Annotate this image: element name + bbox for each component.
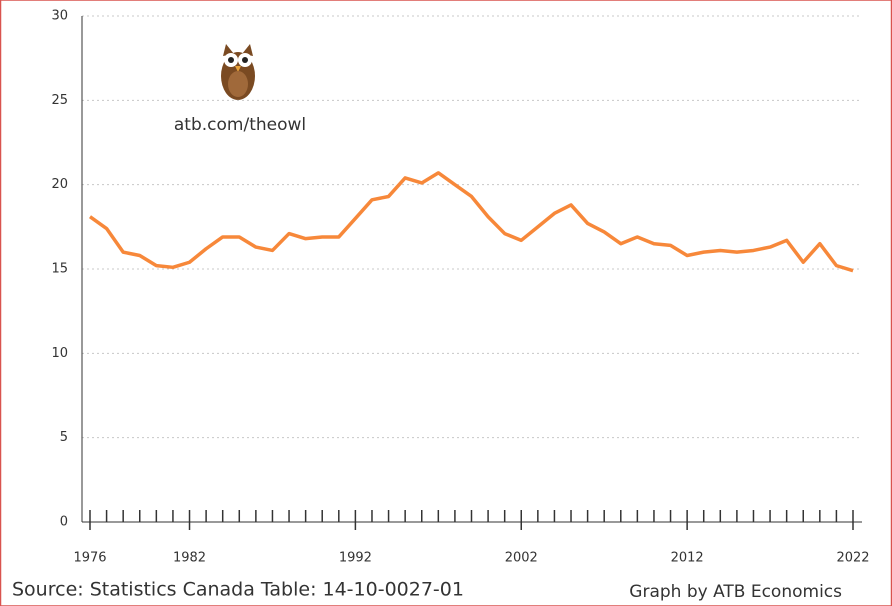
chart: atb.com/theowl Source: Statistics Canada… bbox=[0, 0, 892, 606]
y-tick-label: 0 bbox=[60, 515, 68, 530]
x-tick-label: 1992 bbox=[339, 551, 372, 566]
x-tick-label: 2022 bbox=[836, 551, 869, 566]
x-tick-label: 1982 bbox=[173, 551, 206, 566]
frame bbox=[1, 0, 892, 606]
x-tick-label: 1976 bbox=[73, 551, 106, 566]
page: atb.com/theowl Source: Statistics Canada… bbox=[0, 0, 892, 606]
annotation: atb.com/theowl bbox=[174, 115, 306, 135]
y-tick-label: 20 bbox=[51, 177, 68, 192]
credit: Graph by ATB Economics bbox=[629, 582, 842, 602]
y-tick-label: 5 bbox=[60, 430, 68, 445]
y-tick-label: 10 bbox=[51, 346, 68, 361]
x-tick-label: 2012 bbox=[671, 551, 704, 566]
y-tick-label: 30 bbox=[51, 9, 68, 24]
source: Source: Statistics Canada Table: 14-10-0… bbox=[12, 579, 464, 601]
owl-icon bbox=[221, 44, 255, 100]
y-tick-label: 25 bbox=[51, 93, 68, 108]
y-tick-label: 15 bbox=[51, 262, 68, 277]
x-tick-label: 2002 bbox=[505, 551, 538, 566]
